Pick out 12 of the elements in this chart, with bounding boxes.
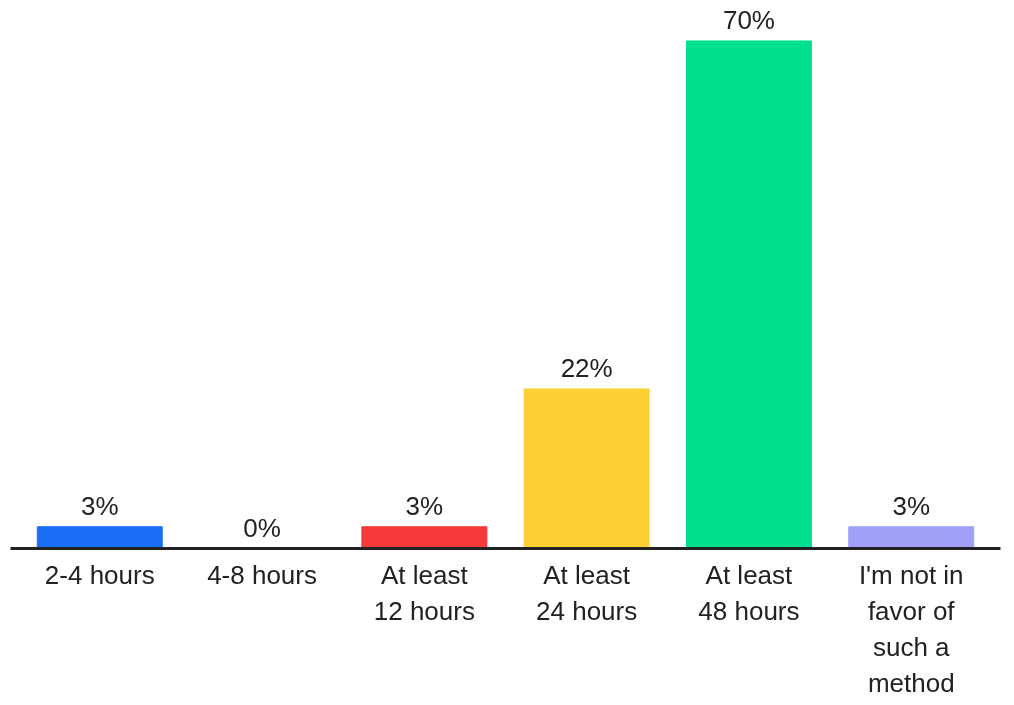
x-tick-label: At least 24 hours <box>536 559 638 626</box>
data-label: 3% <box>80 490 119 521</box>
x-tick-label: At least 12 hours <box>373 559 475 626</box>
x-tick-label: At least 48 hours <box>698 559 800 626</box>
data-label: 22% <box>560 352 613 383</box>
data-label: 70% <box>722 4 775 35</box>
data-label: 0% <box>243 512 281 543</box>
x-tick-label: 2-4 hours <box>44 559 155 590</box>
x-tick-label: I'm not in favor of such a method <box>858 559 964 698</box>
data-label: 3% <box>405 490 444 521</box>
data-label: 3% <box>892 490 931 521</box>
x-tick-label: 4-8 hours <box>207 559 317 590</box>
